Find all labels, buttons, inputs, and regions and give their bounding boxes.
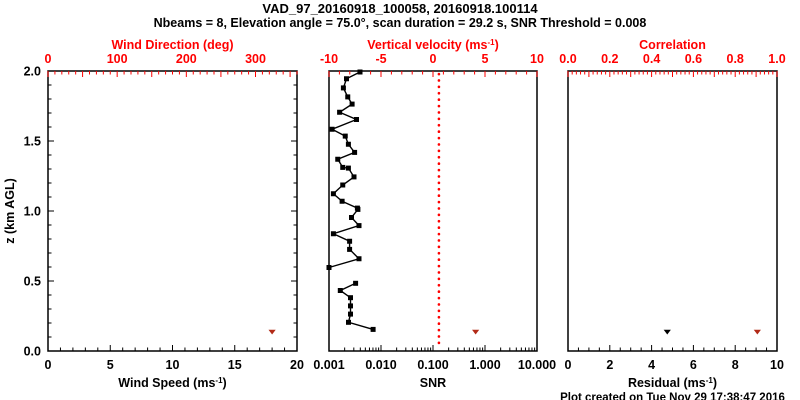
svg-text:0.5: 0.5 <box>24 275 41 289</box>
svg-text:4: 4 <box>648 358 655 372</box>
svg-text:8: 8 <box>732 358 739 372</box>
svg-text:1.000: 1.000 <box>469 358 500 372</box>
svg-text:100: 100 <box>107 52 128 66</box>
svg-text:0.010: 0.010 <box>365 358 396 372</box>
svg-text:10: 10 <box>166 358 180 372</box>
svg-text:6: 6 <box>690 358 697 372</box>
svg-text:10: 10 <box>530 52 544 66</box>
svg-text:Nbeams = 8, Elevation angle =: Nbeams = 8, Elevation angle = 75.0°, sca… <box>154 16 647 30</box>
svg-text:SNR: SNR <box>420 376 446 390</box>
svg-text:2.0: 2.0 <box>24 65 41 79</box>
svg-text:0.001: 0.001 <box>313 358 344 372</box>
svg-text:0.6: 0.6 <box>685 52 702 66</box>
svg-text:0.4: 0.4 <box>643 52 660 66</box>
svg-text:5: 5 <box>107 358 114 372</box>
svg-text:0.0: 0.0 <box>24 345 41 359</box>
svg-text:0: 0 <box>430 52 437 66</box>
svg-text:300: 300 <box>245 52 266 66</box>
svg-text:0: 0 <box>565 358 572 372</box>
svg-text:2: 2 <box>606 358 613 372</box>
svg-text:Wind Speed (ms-1): Wind Speed (ms-1) <box>118 376 226 391</box>
svg-text:10: 10 <box>770 358 784 372</box>
svg-text:0.8: 0.8 <box>727 52 744 66</box>
svg-text:20: 20 <box>290 358 304 372</box>
svg-text:10.000: 10.000 <box>518 358 556 372</box>
svg-text:0.0: 0.0 <box>559 52 576 66</box>
svg-text:VAD_97_20160918_100058, 20160: VAD_97_20160918_100058, 20160918.100114 <box>262 1 538 16</box>
svg-text:-10: -10 <box>320 52 338 66</box>
svg-text:0.2: 0.2 <box>601 52 618 66</box>
svg-text:Wind Direction (deg): Wind Direction (deg) <box>111 38 233 52</box>
svg-text:Residual (ms-1): Residual (ms-1) <box>628 376 717 391</box>
svg-text:z (km AGL): z (km AGL) <box>3 178 17 244</box>
svg-text:0: 0 <box>45 52 52 66</box>
svg-text:-5: -5 <box>375 52 386 66</box>
svg-text:Correlation: Correlation <box>639 38 706 52</box>
svg-text:200: 200 <box>176 52 197 66</box>
svg-text:1.0: 1.0 <box>768 52 785 66</box>
svg-text:0.100: 0.100 <box>417 358 448 372</box>
svg-text:0: 0 <box>45 358 52 372</box>
svg-text:15: 15 <box>228 358 242 372</box>
svg-text:5: 5 <box>482 52 489 66</box>
svg-text:1.0: 1.0 <box>24 205 41 219</box>
svg-text:Vertical velocity (ms-1): Vertical velocity (ms-1) <box>367 38 499 53</box>
svg-text:Plot created on Tue Nov 29 17:: Plot created on Tue Nov 29 17:38:47 2016 <box>560 392 785 400</box>
svg-text:1.5: 1.5 <box>24 135 41 149</box>
